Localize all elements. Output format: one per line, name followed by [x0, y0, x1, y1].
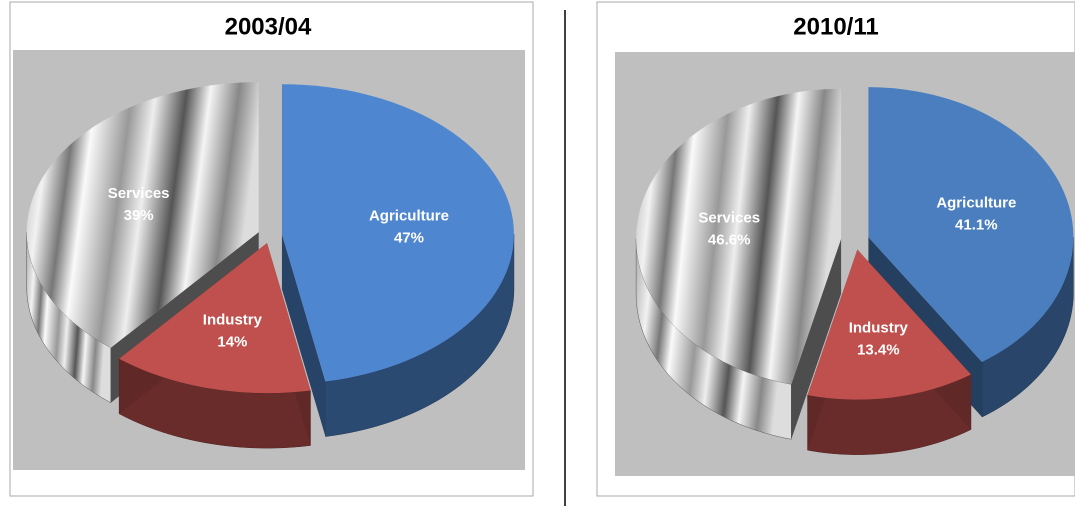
slice-value-label: 39%: [124, 207, 154, 224]
pie-slice: [807, 249, 971, 400]
slice-cut: [281, 234, 326, 437]
chart-title: 2003/04: [225, 13, 312, 40]
pie-slice: [868, 87, 1074, 363]
chart-title: 2010/11: [793, 13, 878, 40]
slice-label: Agriculture: [369, 207, 449, 224]
slice-value-label: 46.6%: [708, 232, 751, 249]
slice-value-label: 14%: [217, 333, 247, 350]
slice-label: Industry: [203, 311, 263, 328]
slice-label: Industry: [849, 319, 909, 336]
slice-value-label: 47%: [394, 229, 424, 246]
pie-slice: [281, 84, 514, 382]
pie-slice: [119, 243, 311, 394]
slice-label: Services: [698, 210, 760, 227]
pie-slice: [26, 82, 259, 348]
slice-value-label: 13.4%: [857, 341, 900, 358]
slice-label: Agriculture: [936, 194, 1016, 211]
pie-slice: [636, 88, 842, 385]
slice-value-label: 41.1%: [955, 216, 998, 233]
slice-label: Services: [108, 185, 170, 202]
slice-cut: [791, 238, 842, 440]
